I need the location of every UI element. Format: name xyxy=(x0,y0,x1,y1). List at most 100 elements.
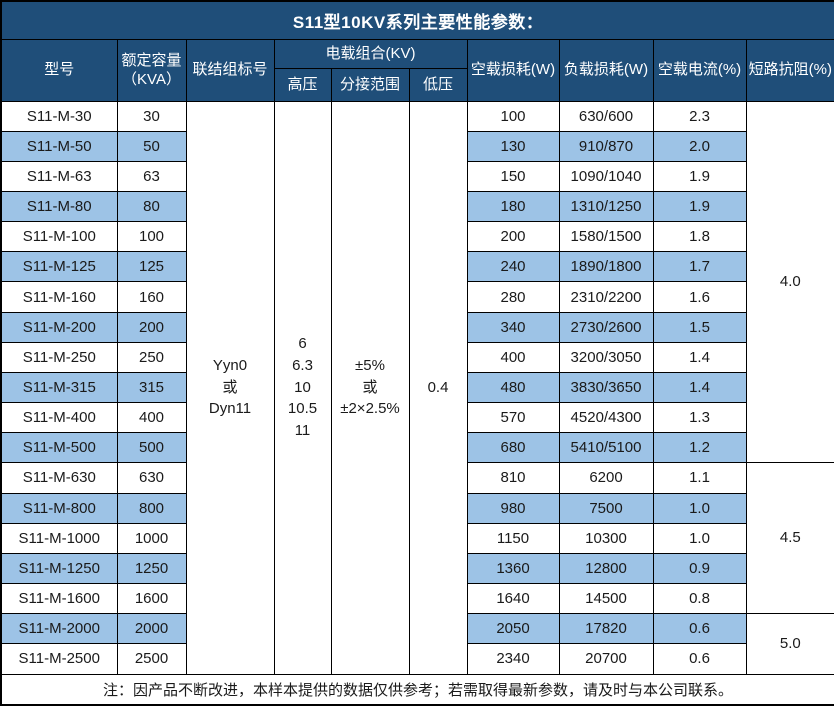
no-load-current-cell: 2.0 xyxy=(652,130,747,162)
no-load-loss-cell: 130 xyxy=(466,130,560,162)
table-row: S11-M-1250 1250 1360 12800 0.9 xyxy=(0,552,834,585)
table-row: S11-M-800 800 980 7500 1.0 xyxy=(0,492,834,524)
no-load-current-cell: 1.9 xyxy=(652,160,747,192)
model-cell: S11-M-1250 xyxy=(0,552,118,585)
model-cell: S11-M-30 xyxy=(0,100,118,132)
model-cell: S11-M-2500 xyxy=(0,643,118,675)
short-impedance-cell: 4.5 xyxy=(745,462,834,615)
table-row: S11-M-1600 1600 1640 14500 0.8 xyxy=(0,582,834,615)
no-load-current-cell: 1.0 xyxy=(652,492,747,524)
load-loss-cell: 1090/1040 xyxy=(558,160,654,192)
load-loss-cell: 14500 xyxy=(558,582,654,615)
no-load-loss-cell: 570 xyxy=(466,402,560,434)
table-row: S11-M-500 500 680 5410/5100 1.2 xyxy=(0,432,834,464)
load-loss-cell: 5410/5100 xyxy=(558,432,654,464)
load-loss-cell: 3830/3650 xyxy=(558,371,654,404)
short-impedance-cell: 5.0 xyxy=(745,613,834,675)
capacity-cell: 30 xyxy=(116,100,187,132)
col-header-no-load-current: 空载电流(%) xyxy=(652,38,747,102)
model-cell: S11-M-500 xyxy=(0,432,118,464)
load-loss-cell: 910/870 xyxy=(558,130,654,162)
capacity-cell: 400 xyxy=(116,402,187,434)
no-load-loss-cell: 680 xyxy=(466,432,560,464)
col-header-tap-range: 分接范围 xyxy=(330,67,410,102)
no-load-loss-cell: 150 xyxy=(466,160,560,192)
no-load-loss-cell: 340 xyxy=(466,311,560,343)
no-load-current-cell: 1.5 xyxy=(652,311,747,343)
no-load-current-cell: 1.4 xyxy=(652,371,747,404)
note-row: 注：因产品不断改进，本样本提供的数据仅供参考；若需取得最新参数，请及时与本公司联… xyxy=(0,673,834,706)
no-load-current-cell: 1.2 xyxy=(652,432,747,464)
model-cell: S11-M-250 xyxy=(0,341,118,373)
no-load-current-cell: 1.4 xyxy=(652,341,747,373)
table-row: S11-M-400 400 570 4520/4300 1.3 xyxy=(0,402,834,434)
model-cell: S11-M-1600 xyxy=(0,582,118,615)
no-load-loss-cell: 2340 xyxy=(466,643,560,675)
capacity-cell: 80 xyxy=(116,190,187,223)
load-loss-cell: 1890/1800 xyxy=(558,251,654,283)
model-cell: S11-M-630 xyxy=(0,462,118,494)
capacity-cell: 2500 xyxy=(116,643,187,675)
table-header: S11型10KV系列主要性能参数： 型号 额定容量 （KVA） 联结组标号 电载… xyxy=(0,0,834,102)
table-row: S11-M-200 200 340 2730/2600 1.5 xyxy=(0,311,834,343)
no-load-current-cell: 0.8 xyxy=(652,582,747,615)
model-cell: S11-M-800 xyxy=(0,492,118,524)
no-load-current-cell: 1.7 xyxy=(652,251,747,283)
load-loss-cell: 20700 xyxy=(558,643,654,675)
capacity-cell: 50 xyxy=(116,130,187,162)
load-loss-cell: 1580/1500 xyxy=(558,221,654,253)
capacity-cell: 63 xyxy=(116,160,187,192)
no-load-loss-cell: 100 xyxy=(466,100,560,132)
no-load-current-cell: 2.3 xyxy=(652,100,747,132)
no-load-current-cell: 1.1 xyxy=(652,462,747,494)
load-loss-cell: 17820 xyxy=(558,613,654,645)
load-loss-cell: 10300 xyxy=(558,522,654,554)
col-header-model: 型号 xyxy=(0,38,118,102)
no-load-current-cell: 1.0 xyxy=(652,522,747,554)
table-row: S11-M-125 125 240 1890/1800 1.7 xyxy=(0,251,834,283)
no-load-current-cell: 1.6 xyxy=(652,281,747,313)
capacity-cell: 1000 xyxy=(116,522,187,554)
model-cell: S11-M-315 xyxy=(0,371,118,404)
load-loss-cell: 2310/2200 xyxy=(558,281,654,313)
col-header-lv: 低压 xyxy=(408,67,468,102)
col-header-hv: 高压 xyxy=(273,67,332,102)
capacity-cell: 500 xyxy=(116,432,187,464)
capacity-cell: 200 xyxy=(116,311,187,343)
short-impedance-cell: 4.0 xyxy=(745,100,834,464)
model-cell: S11-M-125 xyxy=(0,251,118,283)
capacity-cell: 800 xyxy=(116,492,187,524)
capacity-cell: 160 xyxy=(116,281,187,313)
table-row: S11-M-50 50 130 910/870 2.0 xyxy=(0,130,834,162)
no-load-loss-cell: 1360 xyxy=(466,552,560,585)
no-load-current-cell: 1.3 xyxy=(652,402,747,434)
no-load-current-cell: 1.8 xyxy=(652,221,747,253)
model-cell: S11-M-80 xyxy=(0,190,118,223)
table-body: S11-M-30 30 Yyn0 或 Dyn11 6 6.3 10 10.5 11 ±5… xyxy=(0,100,834,675)
load-loss-cell: 630/600 xyxy=(558,100,654,132)
no-load-current-cell: 0.6 xyxy=(652,613,747,645)
table-row: S11-M-63 63 150 1090/1040 1.9 xyxy=(0,160,834,192)
col-header-connection: 联结组标号 xyxy=(185,38,275,102)
load-loss-cell: 4520/4300 xyxy=(558,402,654,434)
no-load-loss-cell: 980 xyxy=(466,492,560,524)
load-loss-cell: 1310/1250 xyxy=(558,190,654,223)
no-load-current-cell: 0.6 xyxy=(652,643,747,675)
connection-cell: Yyn0 或 Dyn11 xyxy=(185,100,275,675)
table-row: S11-M-30 30 Yyn0 或 Dyn11 6 6.3 10 10.5 11 ±5… xyxy=(0,100,834,675)
lv-cell: 0.4 xyxy=(408,100,468,675)
no-load-loss-cell: 1150 xyxy=(466,522,560,554)
no-load-loss-cell: 400 xyxy=(466,341,560,373)
table-row: S11-M-2500 2500 2340 20700 0.6 xyxy=(0,643,834,675)
model-cell: S11-M-200 xyxy=(0,311,118,343)
model-cell: S11-M-63 xyxy=(0,160,118,192)
model-cell: S11-M-50 xyxy=(0,130,118,162)
col-header-capacity: 额定容量 （KVA） xyxy=(116,38,187,102)
table-row: S11-M-315 315 480 3830/3650 1.4 xyxy=(0,371,834,404)
capacity-cell: 100 xyxy=(116,221,187,253)
load-loss-cell: 2730/2600 xyxy=(558,311,654,343)
no-load-loss-cell: 2050 xyxy=(466,613,560,645)
col-header-voltage-combo: 电载组合(KV) xyxy=(273,38,468,69)
